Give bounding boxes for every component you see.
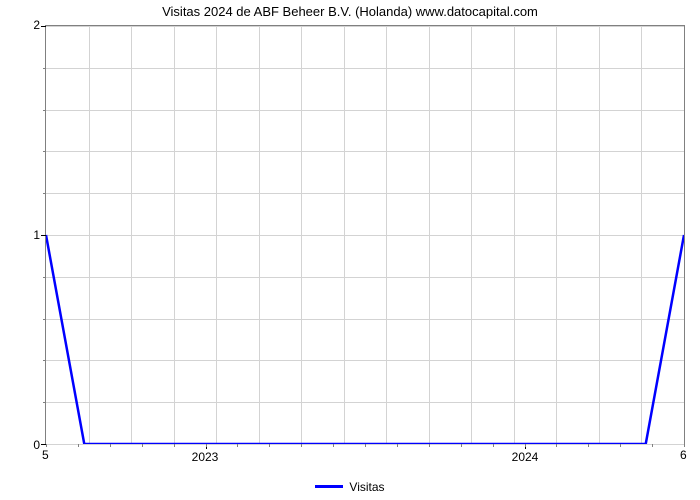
- y-tick-label: 2: [10, 18, 40, 32]
- chart-title: Visitas 2024 de ABF Beheer B.V. (Holanda…: [0, 4, 700, 19]
- x-tick-label: 2024: [512, 450, 539, 464]
- legend-label: Visitas: [349, 480, 384, 494]
- plot-area: [45, 25, 685, 445]
- x-tick-label: 2023: [192, 450, 219, 464]
- legend-swatch: [315, 485, 343, 488]
- y-tick-label: 1: [10, 228, 40, 242]
- chart-container: Visitas 2024 de ABF Beheer B.V. (Holanda…: [0, 0, 700, 500]
- legend: Visitas: [0, 475, 700, 494]
- x-axis-left-endlabel: 5: [42, 448, 49, 462]
- y-tick-label: 0: [10, 438, 40, 452]
- legend-item: Visitas: [315, 480, 384, 494]
- x-axis-right-endlabel: 6: [680, 448, 687, 462]
